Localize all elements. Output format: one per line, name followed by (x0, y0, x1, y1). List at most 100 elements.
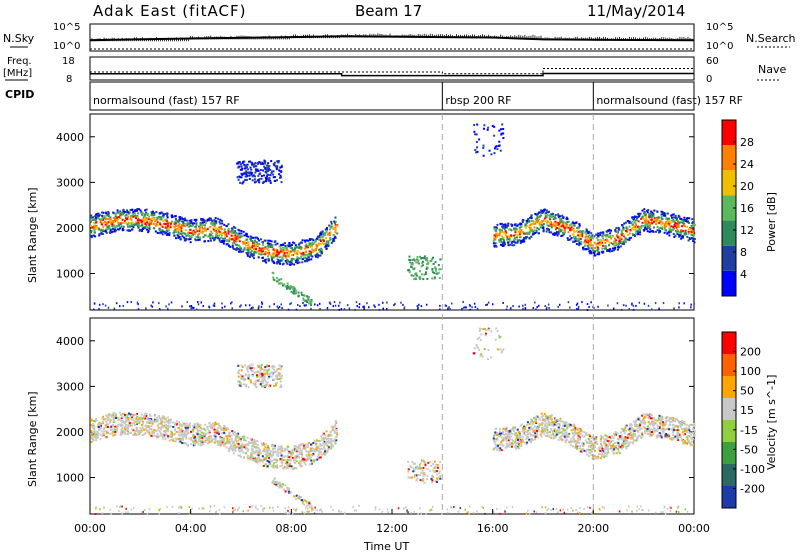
data-cell (301, 454, 303, 456)
data-cell (267, 162, 269, 164)
data-cell (326, 430, 328, 432)
colorbar-tick-label: 8 (740, 246, 747, 259)
data-cell (203, 236, 205, 238)
data-cell (280, 452, 282, 454)
data-cell (173, 440, 175, 442)
data-cell (507, 238, 509, 240)
data-cell (130, 432, 132, 434)
data-cell (597, 239, 599, 241)
data-cell (112, 212, 114, 214)
data-cell (496, 148, 498, 150)
data-cell (645, 216, 647, 218)
data-cell (638, 215, 640, 217)
data-cell (239, 249, 241, 251)
data-cell (308, 253, 310, 255)
data-cell (134, 224, 136, 226)
data-cell (329, 234, 331, 236)
data-cell (283, 456, 285, 458)
data-cell (172, 422, 174, 424)
data-cell (255, 162, 257, 164)
data-cell (318, 450, 320, 452)
data-cell (513, 241, 515, 243)
data-cell (319, 448, 321, 450)
data-cell (219, 233, 221, 235)
data-cell (498, 141, 500, 143)
data-cell (286, 246, 288, 248)
data-cell (329, 237, 331, 239)
data-cell (434, 266, 436, 268)
data-cell (281, 282, 283, 284)
data-cell (158, 417, 160, 419)
data-cell (276, 254, 278, 256)
data-cell (151, 433, 153, 435)
data-cell (189, 224, 191, 226)
data-cell (386, 308, 388, 310)
data-cell (679, 302, 681, 304)
data-cell (542, 227, 544, 229)
data-cell (588, 306, 590, 308)
freq-label-line1: Freq. (7, 56, 32, 67)
data-cell (267, 255, 269, 257)
data-cell (155, 211, 157, 213)
data-cell (277, 162, 279, 164)
colorbar-swatch (722, 170, 736, 195)
data-cell (446, 305, 448, 307)
data-cell (528, 221, 530, 223)
data-cell (645, 223, 647, 225)
data-cell (462, 301, 464, 303)
data-cell (160, 216, 162, 218)
data-cell (627, 234, 629, 236)
data-cell (289, 303, 291, 305)
data-cell (623, 229, 625, 231)
data-cell (601, 248, 603, 250)
data-cell (235, 238, 237, 240)
data-cell (309, 463, 311, 465)
data-cell (95, 437, 97, 439)
data-cell (587, 303, 589, 305)
data-cell (386, 301, 388, 303)
data-cell (263, 443, 265, 445)
data-cell (317, 304, 319, 306)
data-cell (684, 225, 686, 227)
data-cell (232, 448, 234, 450)
data-cell (513, 235, 515, 237)
data-cell (319, 308, 321, 310)
data-cell (211, 232, 213, 234)
data-cell (134, 424, 136, 426)
data-cell (571, 237, 573, 239)
data-cell (238, 445, 240, 447)
data-cell (169, 232, 171, 234)
data-cell (215, 234, 217, 236)
data-cell (152, 423, 154, 425)
data-cell (691, 237, 693, 239)
data-cell (250, 456, 252, 458)
data-cell (507, 242, 509, 244)
data-cell (252, 253, 254, 255)
data-cell (247, 168, 249, 170)
data-cell (260, 169, 262, 171)
data-cell (335, 420, 337, 422)
data-cell (194, 226, 196, 228)
data-cell (189, 236, 191, 238)
data-cell (305, 247, 307, 249)
data-cell (286, 259, 288, 261)
data-cell (265, 463, 267, 465)
data-cell (623, 304, 625, 306)
data-cell (661, 211, 663, 213)
data-cell (136, 427, 138, 429)
data-cell (557, 234, 559, 236)
data-cell (504, 228, 506, 230)
data-cell (534, 213, 536, 215)
data-cell (208, 437, 210, 439)
data-cell (597, 247, 599, 249)
data-cell (286, 448, 288, 450)
data-cell (411, 274, 413, 276)
data-cell (207, 427, 209, 429)
data-cell (310, 300, 312, 302)
data-cell (358, 306, 360, 308)
data-cell (632, 224, 634, 226)
data-cell (127, 428, 129, 430)
data-cell (145, 432, 147, 434)
data-cell (262, 244, 264, 246)
data-cell (615, 227, 617, 229)
